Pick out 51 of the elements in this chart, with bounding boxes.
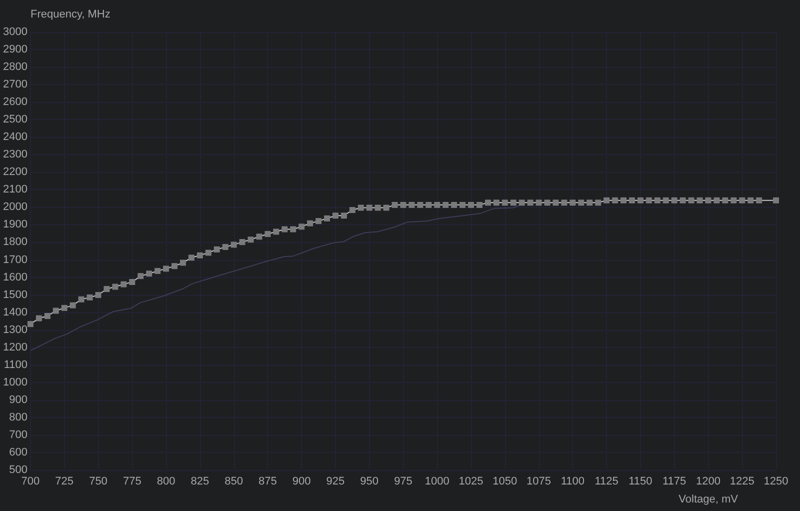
y-axis-title: Frequency, MHz [30, 8, 110, 20]
y-tick-label: 1600 [2, 271, 28, 284]
x-tick-label: 825 [190, 476, 210, 488]
x-tick-label: 900 [292, 476, 311, 488]
x-tick-label: 1225 [730, 476, 754, 488]
y-tick-label: 3000 [2, 26, 28, 38]
y-tick-label: 2100 [2, 184, 28, 196]
y-tick-label: 2900 [2, 44, 28, 56]
y-tick-label: 1400 [2, 306, 28, 318]
y-tick-label: 1200 [2, 341, 28, 354]
y-tick-label: 2300 [2, 148, 28, 161]
x-tick-label: 700 [21, 476, 40, 488]
x-tick-label: 1250 [764, 476, 788, 488]
y-tick-label: 700 [9, 428, 28, 441]
y-tick-label: 1000 [2, 376, 28, 388]
x-tick-label: 750 [89, 476, 108, 488]
y-tick-label: 2400 [2, 131, 28, 144]
x-tick-label: 1100 [560, 476, 584, 488]
x-tick-label: 775 [122, 476, 142, 488]
x-axis-title: Voltage, mV [678, 494, 739, 506]
x-tick-label: 1175 [662, 476, 686, 488]
y-tick-label: 1700 [2, 254, 28, 266]
y-tick-label: 2700 [2, 78, 28, 91]
x-tick-label: 950 [360, 476, 379, 488]
y-tick-label: 1900 [2, 218, 28, 231]
y-tick-label: 1300 [2, 324, 28, 336]
y-tick-label: 2600 [2, 96, 28, 108]
y-tick-label: 2500 [2, 114, 28, 126]
x-tick-label: 925 [326, 476, 345, 488]
x-tick-label: 800 [156, 476, 176, 488]
x-tick-label: 1025 [458, 476, 484, 488]
y-tick-label: 2200 [2, 166, 28, 178]
y-tick-label: 1100 [4, 358, 28, 371]
y-tick-label: 900 [9, 394, 28, 406]
y-tick-label: 600 [9, 446, 28, 458]
y-tick-label: 2000 [2, 201, 28, 214]
x-tick-label: 1075 [526, 476, 552, 488]
x-tick-label: 725 [55, 476, 74, 488]
y-tick-label: 1500 [2, 288, 28, 301]
y-tick-label: 800 [9, 411, 28, 424]
y-tick-label: 500 [9, 464, 28, 476]
y-tick-label: 1800 [2, 236, 28, 248]
x-tick-label: 1150 [628, 476, 652, 488]
x-tick-label: 1125 [594, 476, 618, 488]
x-tick-label: 1050 [492, 476, 518, 488]
x-tick-label: 875 [258, 476, 277, 488]
y-tick-label: 2800 [2, 61, 28, 74]
x-tick-label: 1000 [424, 476, 450, 488]
x-tick-label: 975 [394, 476, 412, 488]
x-tick-label: 850 [224, 476, 243, 488]
x-tick-label: 1200 [696, 476, 720, 488]
